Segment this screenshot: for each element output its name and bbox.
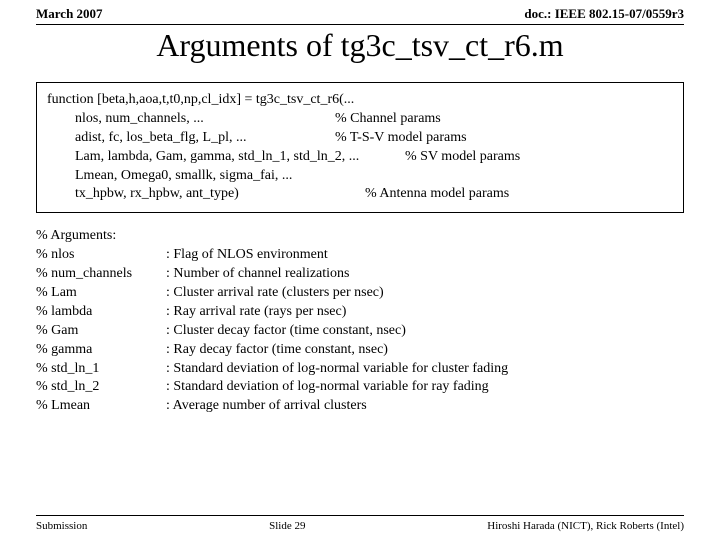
func-line-3-comment: % T-S-V model params: [335, 129, 467, 148]
footer-rule: [36, 515, 684, 516]
arg-key: % Gam: [36, 322, 166, 341]
func-line-2: nlos, num_channels, ... % Channel params: [47, 110, 673, 129]
arg-key: % lambda: [36, 303, 166, 322]
func-line-6-params: tx_hpbw, rx_hpbw, ant_type): [75, 185, 365, 204]
arg-desc: : Cluster arrival rate (clusters per nse…: [166, 284, 384, 303]
arg-key: % nlos: [36, 246, 166, 265]
arg-key: % std_ln_1: [36, 360, 166, 379]
arg-row: % gamma: Ray decay factor (time constant…: [36, 341, 684, 360]
arg-row: % Gam: Cluster decay factor (time consta…: [36, 322, 684, 341]
slide-footer: Submission Slide 29 Hiroshi Harada (NICT…: [0, 520, 720, 532]
func-line-4-comment: % SV model params: [405, 148, 520, 167]
func-line-4: Lam, lambda, Gam, gamma, std_ln_1, std_l…: [47, 148, 673, 167]
arg-key: % std_ln_2: [36, 378, 166, 397]
arg-key: % gamma: [36, 341, 166, 360]
arguments-list: % Arguments: % nlos: Flag of NLOS enviro…: [36, 227, 684, 416]
func-line-6: tx_hpbw, rx_hpbw, ant_type) % Antenna mo…: [47, 185, 673, 204]
footer-authors: Hiroshi Harada (NICT), Rick Roberts (Int…: [487, 520, 684, 532]
arg-row: % nlos: Flag of NLOS environment: [36, 246, 684, 265]
header-doc-id: doc.: IEEE 802.15-07/0559r3: [524, 6, 684, 22]
slide-title: Arguments of tg3c_tsv_ct_r6.m: [0, 27, 720, 64]
header-rule: [36, 24, 684, 25]
arg-row: % Lmean: Average number of arrival clust…: [36, 397, 684, 416]
arg-desc: : Ray decay factor (time constant, nsec): [166, 341, 388, 360]
func-line-2-params: nlos, num_channels, ...: [75, 110, 335, 129]
arg-desc: : Cluster decay factor (time constant, n…: [166, 322, 406, 341]
func-line-3: adist, fc, los_beta_flg, L_pl, ... % T-S…: [47, 129, 673, 148]
arg-key: % Lam: [36, 284, 166, 303]
func-line-3-params: adist, fc, los_beta_flg, L_pl, ...: [75, 129, 335, 148]
arg-desc: : Standard deviation of log-normal varia…: [166, 378, 489, 397]
func-line-4-params: Lam, lambda, Gam, gamma, std_ln_1, std_l…: [75, 148, 405, 167]
func-line-5: Lmean, Omega0, smallk, sigma_fai, ...: [47, 167, 673, 186]
func-line-6-comment: % Antenna model params: [365, 185, 509, 204]
arg-row: % std_ln_1: Standard deviation of log-no…: [36, 360, 684, 379]
arg-key: % num_channels: [36, 265, 166, 284]
arg-desc: : Average number of arrival clusters: [166, 397, 367, 416]
arg-row: % Lam: Cluster arrival rate (clusters pe…: [36, 284, 684, 303]
footer-slide-number: Slide 29: [269, 520, 305, 532]
func-line-1: function [beta,h,aoa,t,t0,np,cl_idx] = t…: [47, 91, 673, 110]
arg-row: % num_channels: Number of channel realiz…: [36, 265, 684, 284]
arg-row: % std_ln_2: Standard deviation of log-no…: [36, 378, 684, 397]
func-line-2-comment: % Channel params: [335, 110, 441, 129]
arg-desc: : Standard deviation of log-normal varia…: [166, 360, 508, 379]
arguments-heading: % Arguments:: [36, 227, 684, 246]
slide-header: March 2007 doc.: IEEE 802.15-07/0559r3: [0, 0, 720, 22]
footer-left: Submission: [36, 520, 87, 532]
arg-key: % Lmean: [36, 397, 166, 416]
header-date: March 2007: [36, 6, 103, 22]
arg-desc: : Number of channel realizations: [166, 265, 349, 284]
arg-desc: : Flag of NLOS environment: [166, 246, 328, 265]
arg-desc: : Ray arrival rate (rays per nsec): [166, 303, 346, 322]
arg-row: % lambda: Ray arrival rate (rays per nse…: [36, 303, 684, 322]
function-signature-box: function [beta,h,aoa,t,t0,np,cl_idx] = t…: [36, 82, 684, 213]
